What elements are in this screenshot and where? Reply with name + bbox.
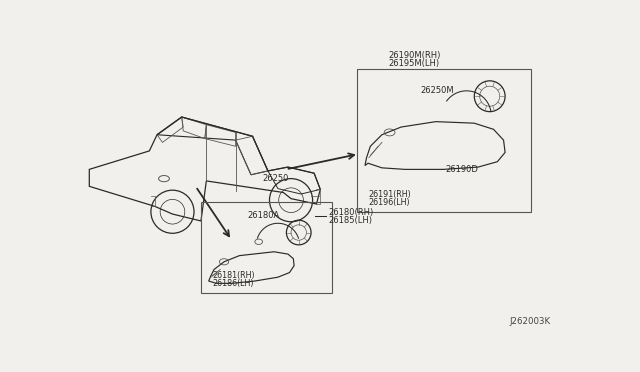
Bar — [357, 69, 531, 212]
Text: 26180A: 26180A — [247, 211, 280, 220]
Text: 26250M: 26250M — [420, 86, 454, 94]
Bar — [201, 202, 332, 293]
Text: 26195M(LH): 26195M(LH) — [388, 59, 439, 68]
Text: 26190M(RH): 26190M(RH) — [388, 51, 440, 60]
Text: J262003K: J262003K — [509, 317, 550, 326]
Text: 26190D: 26190D — [446, 165, 479, 174]
Text: 26185(LH): 26185(LH) — [328, 216, 372, 225]
Text: 26181(RH): 26181(RH) — [212, 271, 255, 280]
Text: 26191(RH): 26191(RH) — [369, 190, 412, 199]
Text: 26186(LH): 26186(LH) — [212, 279, 254, 288]
Text: 26180(RH): 26180(RH) — [328, 208, 373, 217]
Text: 26250: 26250 — [262, 174, 289, 183]
Text: 26196(LH): 26196(LH) — [369, 198, 410, 207]
